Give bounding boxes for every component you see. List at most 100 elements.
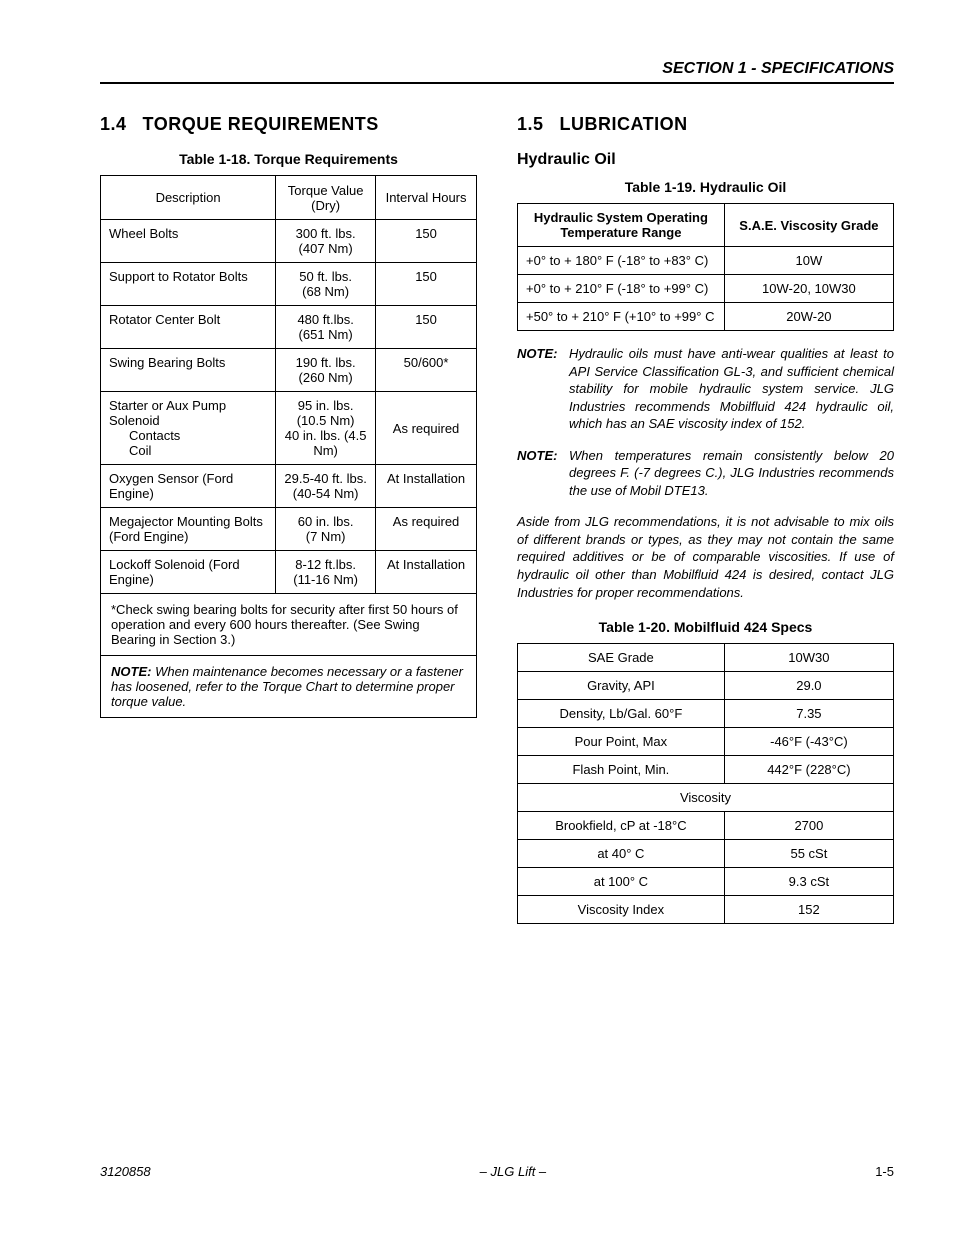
cell: 20W-20	[724, 303, 893, 331]
footnote: *Check swing bearing bolts for security …	[101, 594, 477, 656]
table-row: Flash Point, Min. 442°F (228°C)	[518, 756, 894, 784]
cell: SAE Grade	[518, 644, 725, 672]
table-row: Density, Lb/Gal. 60°F 7.35	[518, 700, 894, 728]
note-body: Hydraulic oils must have anti-wear quali…	[569, 345, 894, 433]
note-low-temp: NOTE: When temperatures remain consisten…	[517, 447, 894, 500]
cell: 150	[376, 306, 477, 349]
left-column: 1.4 TORQUE REQUIREMENTS Table 1-18. Torqu…	[100, 114, 477, 924]
table-row: at 40° C 55 cSt	[518, 840, 894, 868]
table-row: +50° to + 210° F (+10° to +99° C 20W-20	[518, 303, 894, 331]
table20-caption: Table 1-20. Mobilfluid 424 Specs	[517, 619, 894, 635]
table-hydraulic-oil: Hydraulic System Operating Temperature R…	[517, 203, 894, 331]
cell: 7.35	[724, 700, 893, 728]
viscosity-header: Viscosity	[518, 784, 894, 812]
heading-text: TORQUE REQUIREMENTS	[143, 114, 379, 134]
table-row: Swing Bearing Bolts 190 ft. lbs. (260 Nm…	[101, 349, 477, 392]
footer-doc-number: 3120858	[100, 1164, 151, 1179]
cell: 10W30	[724, 644, 893, 672]
cell: Megajector Mounting Bolts (Ford Engine)	[101, 508, 276, 551]
cell: 150	[376, 220, 477, 263]
cell: +0° to + 210° F (-18° to +99° C)	[518, 275, 725, 303]
cell: Density, Lb/Gal. 60°F	[518, 700, 725, 728]
cell: As required	[376, 392, 477, 465]
table-row: Viscosity Index 152	[518, 896, 894, 924]
cell: 480 ft.lbs. (651 Nm)	[276, 306, 376, 349]
note: NOTE: When maintenance becomes necessary…	[101, 656, 477, 718]
section-header: SECTION 1 - SPECIFICATIONS	[100, 60, 894, 84]
cell: 2700	[724, 812, 893, 840]
table-footnote-row: *Check swing bearing bolts for security …	[101, 594, 477, 656]
cell: As required	[376, 508, 477, 551]
cell: At Installation	[376, 551, 477, 594]
cell: -46°F (-43°C)	[724, 728, 893, 756]
table-row: Starter or Aux Pump Solenoid Contacts Co…	[101, 392, 477, 465]
table18-caption: Table 1-18. Torque Requirements	[100, 151, 477, 167]
table-row: at 100° C 9.3 cSt	[518, 868, 894, 896]
subheading-hydraulic-oil: Hydraulic Oil	[517, 151, 894, 169]
col-interval: Interval Hours	[376, 176, 477, 220]
note-label: NOTE:	[517, 345, 569, 433]
table-row: Megajector Mounting Bolts (Ford Engine) …	[101, 508, 477, 551]
col-torque-value: Torque Value (Dry)	[276, 176, 376, 220]
paragraph-mix-oils: Aside from JLG recommendations, it is no…	[517, 513, 894, 601]
table19-caption: Table 1-19. Hydraulic Oil	[517, 179, 894, 195]
cell: at 100° C	[518, 868, 725, 896]
heading-num: 1.5	[517, 114, 544, 134]
cell: Brookfield, cP at -18°C	[518, 812, 725, 840]
table-row: Support to Rotator Bolts 50 ft. lbs. (68…	[101, 263, 477, 306]
cell: 50/600*	[376, 349, 477, 392]
cell: At Installation	[376, 465, 477, 508]
cell: Starter or Aux Pump Solenoid Contacts Co…	[101, 392, 276, 465]
cell: Gravity, API	[518, 672, 725, 700]
table-row: +0° to + 210° F (-18° to +99° C) 10W-20,…	[518, 275, 894, 303]
table-row: Brookfield, cP at -18°C 2700	[518, 812, 894, 840]
heading-num: 1.4	[100, 114, 127, 134]
cell: 29.0	[724, 672, 893, 700]
cell: Lockoff Solenoid (Ford Engine)	[101, 551, 276, 594]
table-row: Viscosity	[518, 784, 894, 812]
cell: Oxygen Sensor (Ford Engine)	[101, 465, 276, 508]
table-row: Rotator Center Bolt 480 ft.lbs. (651 Nm)…	[101, 306, 477, 349]
table-row: Pour Point, Max -46°F (-43°C)	[518, 728, 894, 756]
cell: Pour Point, Max	[518, 728, 725, 756]
table-row: Gravity, API 29.0	[518, 672, 894, 700]
cell: Wheel Bolts	[101, 220, 276, 263]
cell: +0° to + 180° F (-18° to +83° C)	[518, 247, 725, 275]
note-body: When temperatures remain consistently be…	[569, 447, 894, 500]
footer-center: – JLG Lift –	[480, 1164, 546, 1179]
cell: 150	[376, 263, 477, 306]
table-mobilfluid-specs: SAE Grade 10W30 Gravity, API 29.0 Densit…	[517, 643, 894, 924]
cell: Support to Rotator Bolts	[101, 263, 276, 306]
cell: Swing Bearing Bolts	[101, 349, 276, 392]
table-row: SAE Grade 10W30	[518, 644, 894, 672]
cell: +50° to + 210° F (+10° to +99° C	[518, 303, 725, 331]
cell: 29.5-40 ft. lbs. (40-54 Nm)	[276, 465, 376, 508]
cell: 10W-20, 10W30	[724, 275, 893, 303]
table-row: Oxygen Sensor (Ford Engine) 29.5-40 ft. …	[101, 465, 477, 508]
heading-lubrication: 1.5 LUBRICATION	[517, 114, 894, 135]
cell: 55 cSt	[724, 840, 893, 868]
page: SECTION 1 - SPECIFICATIONS 1.4 TORQUE REQ…	[0, 0, 954, 1219]
table-header-row: Hydraulic System Operating Temperature R…	[518, 204, 894, 247]
cell: 10W	[724, 247, 893, 275]
cell: 190 ft. lbs. (260 Nm)	[276, 349, 376, 392]
content-columns: 1.4 TORQUE REQUIREMENTS Table 1-18. Torqu…	[100, 114, 894, 924]
cell: 152	[724, 896, 893, 924]
table-note-row: NOTE: When maintenance becomes necessary…	[101, 656, 477, 718]
cell: 300 ft. lbs. (407 Nm)	[276, 220, 376, 263]
heading-text: LUBRICATION	[560, 114, 688, 134]
page-footer: 3120858 – JLG Lift – 1-5	[100, 1164, 894, 1179]
cell: at 40° C	[518, 840, 725, 868]
col-description: Description	[101, 176, 276, 220]
cell: 60 in. lbs. (7 Nm)	[276, 508, 376, 551]
footer-page-number: 1-5	[875, 1164, 894, 1179]
col-viscosity-grade: S.A.E. Viscosity Grade	[724, 204, 893, 247]
cell: 8-12 ft.lbs. (11-16 Nm)	[276, 551, 376, 594]
note-label: NOTE:	[517, 447, 569, 500]
cell: Rotator Center Bolt	[101, 306, 276, 349]
table-row: +0° to + 180° F (-18° to +83° C) 10W	[518, 247, 894, 275]
cell: 95 in. lbs. (10.5 Nm) 40 in. lbs. (4.5 N…	[276, 392, 376, 465]
table-row: Lockoff Solenoid (Ford Engine) 8-12 ft.l…	[101, 551, 477, 594]
cell: Flash Point, Min.	[518, 756, 725, 784]
col-temp-range: Hydraulic System Operating Temperature R…	[518, 204, 725, 247]
